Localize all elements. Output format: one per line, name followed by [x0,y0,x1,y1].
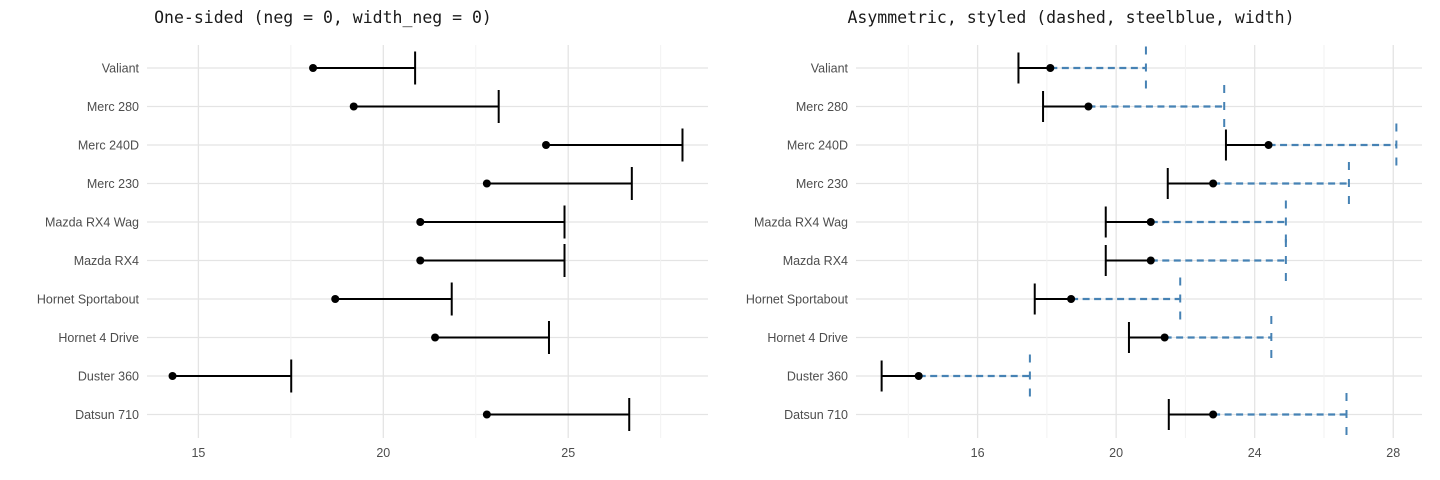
y-category-label: Hornet 4 Drive [767,331,848,345]
y-category-label: Merc 240D [78,139,139,153]
y-category-label: Merc 230 [796,177,848,191]
data-point [542,141,551,149]
y-category-label: Hornet 4 Drive [58,331,139,345]
data-point [1160,333,1169,342]
left-plot-title: One-sided (neg = 0, width_neg = 0) [154,8,492,27]
right-plot-title: Asymmetric, styled (dashed, steelblue, w… [847,8,1295,27]
y-category-label: Duster 360 [78,370,139,384]
data-point [1067,295,1076,303]
x-tick-label: 16 [971,446,985,460]
data-point [1146,218,1155,226]
data-point [482,410,491,419]
data-point [331,295,340,303]
data-point [1209,179,1218,188]
x-tick-label: 24 [1248,446,1262,460]
y-category-label: Datsun 710 [784,408,848,422]
data-point [416,256,425,265]
y-category-label: Hornet Sportabout [746,293,849,307]
x-tick-label: 28 [1386,446,1400,460]
x-tick-label: 15 [191,446,205,460]
y-category-label: Mazda RX4 Wag [754,216,848,230]
data-point [1046,64,1055,72]
y-category-label: Merc 240D [787,139,848,153]
data-point [1146,256,1155,265]
y-category-label: Datsun 710 [75,408,139,422]
data-point [914,372,923,380]
data-point [1264,141,1273,149]
data-point [349,102,358,111]
data-point [1084,102,1093,111]
data-point [1209,410,1218,419]
data-point [482,179,491,188]
y-category-label: Mazda RX4 Wag [45,216,139,230]
y-category-label: Merc 230 [87,177,139,191]
data-point [431,333,440,342]
y-category-label: Duster 360 [787,370,848,384]
y-category-label: Mazda RX4 [74,254,139,268]
x-tick-label: 20 [1109,446,1123,460]
y-category-label: Mazda RX4 [783,254,848,268]
data-point [168,372,177,380]
data-point [416,218,425,226]
y-category-label: Merc 280 [796,100,848,114]
y-category-label: Hornet Sportabout [37,293,140,307]
y-category-label: Merc 280 [87,100,139,114]
x-tick-label: 20 [376,446,390,460]
y-category-label: Valiant [811,62,849,76]
data-point [309,64,318,72]
y-category-label: Valiant [102,62,140,76]
x-tick-label: 25 [561,446,575,460]
